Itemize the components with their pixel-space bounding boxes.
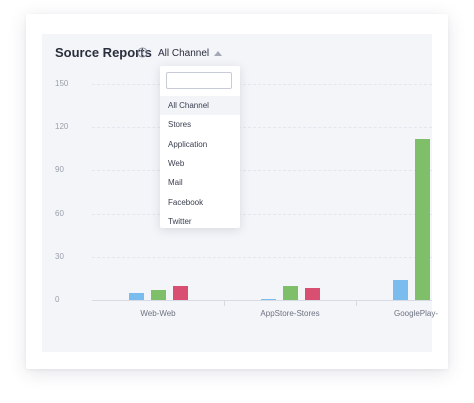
bar[interactable]: [260, 298, 276, 300]
x-tick: [356, 300, 357, 306]
x-tick-label: AppStore-Stores: [260, 309, 320, 318]
caret-up-icon: [214, 51, 223, 56]
x-tick-label: Web-Web: [140, 309, 176, 318]
y-tick-label: 60: [55, 208, 64, 218]
bar[interactable]: [304, 288, 320, 300]
channel-option[interactable]: All Channel: [160, 96, 240, 115]
y-tick-label: 0: [55, 295, 60, 304]
channel-option[interactable]: Application: [168, 139, 208, 149]
y-tick-label: 120: [55, 122, 69, 132]
bar[interactable]: [128, 292, 144, 300]
bar[interactable]: [282, 285, 298, 300]
gridline: [92, 170, 432, 172]
y-tick-label: 30: [55, 251, 64, 261]
page-title: Source Reports: [55, 45, 152, 60]
info-icon[interactable]: [137, 47, 148, 58]
channel-search-input[interactable]: [166, 72, 232, 89]
gridline: [92, 127, 432, 129]
bar[interactable]: [172, 285, 188, 300]
gridline: [92, 213, 432, 215]
y-tick-label: 150: [55, 79, 69, 88]
x-tick: [224, 300, 225, 306]
bar[interactable]: [150, 289, 166, 300]
gridline: [92, 84, 432, 85]
y-tick-label: 90: [55, 165, 64, 175]
x-axis-line: [92, 300, 432, 301]
gridline: [92, 256, 432, 258]
channel-select[interactable]: All Channel: [158, 45, 223, 61]
bar[interactable]: [414, 138, 430, 300]
channel-option[interactable]: Web: [168, 158, 185, 168]
channel-option[interactable]: Facebook: [168, 197, 204, 207]
x-tick-label: GooglePlay-: [394, 309, 439, 318]
channel-dropdown: All Channel Stores Application Web Mail Faceb…: [160, 66, 240, 228]
channel-option[interactable]: Twitter: [168, 216, 192, 226]
bar[interactable]: [392, 279, 408, 300]
channel-option[interactable]: Stores: [168, 120, 192, 130]
channel-select-label: All Channel: [158, 47, 210, 59]
channel-option[interactable]: Mail: [168, 178, 183, 188]
